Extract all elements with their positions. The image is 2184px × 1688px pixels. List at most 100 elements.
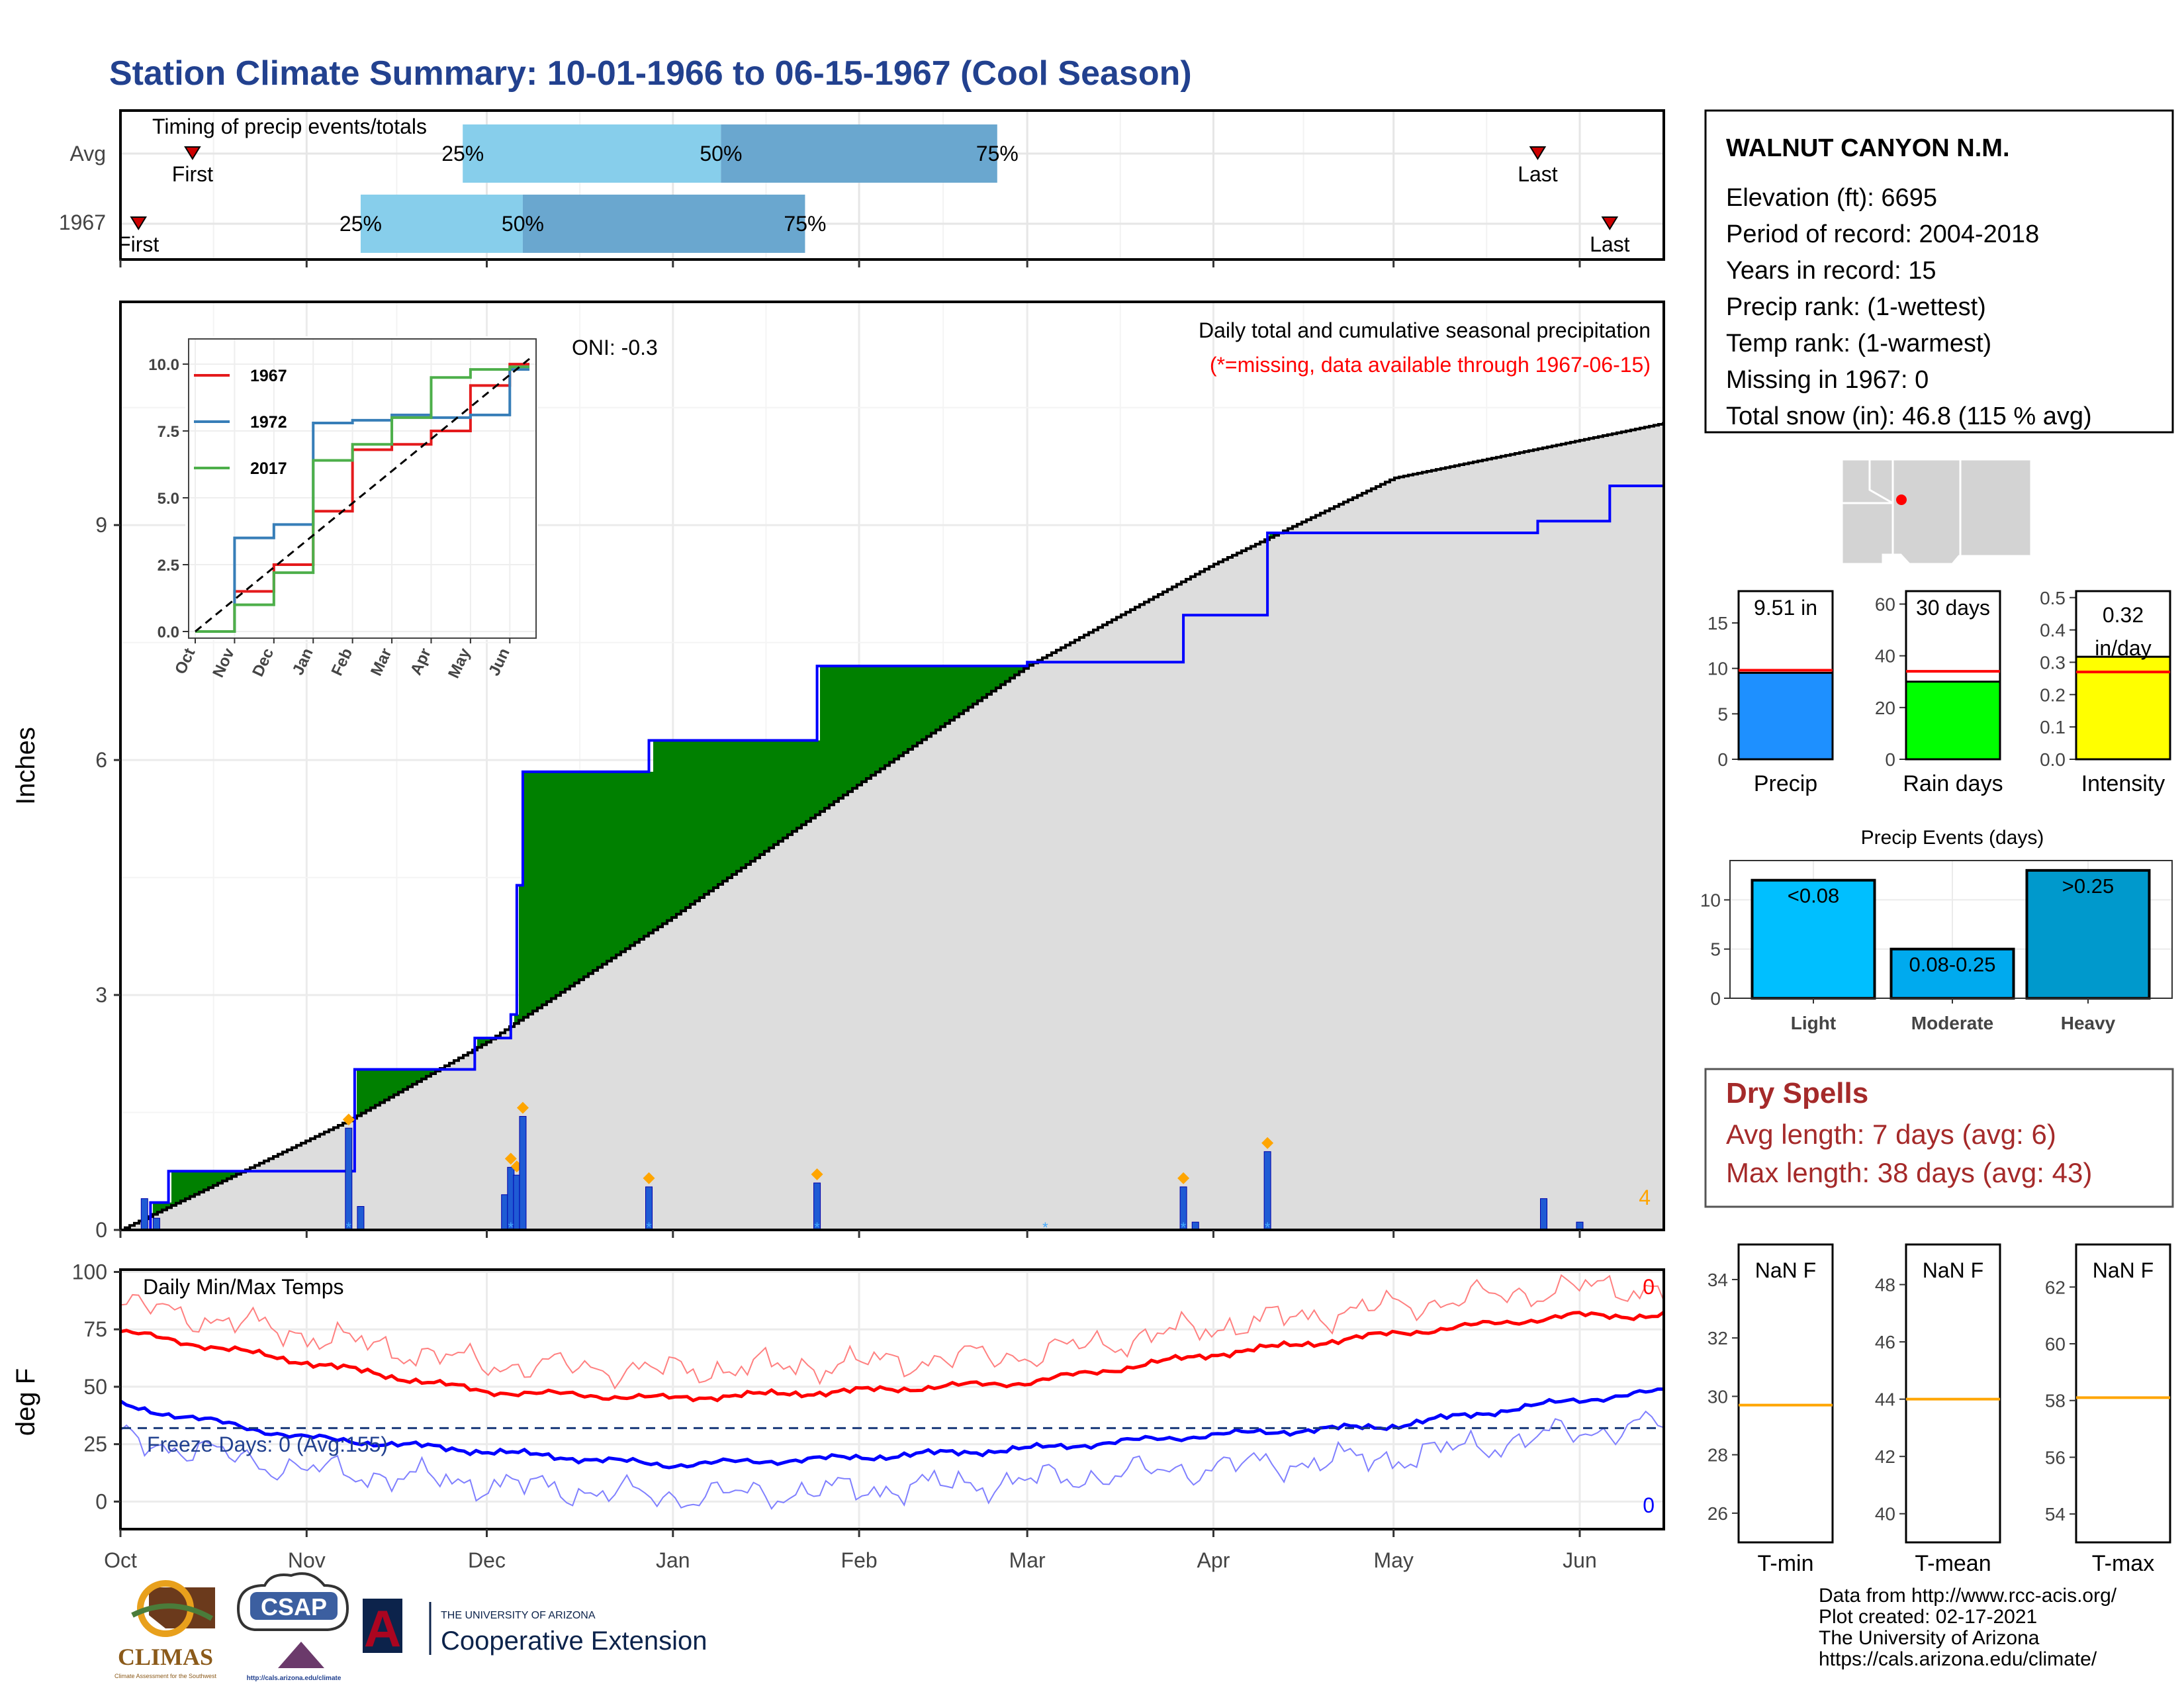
inset-y-tick-label: 7.5 [158,423,179,441]
daily-precip-bar [140,1198,148,1231]
temp-gridlines [119,1270,1662,1528]
temp-box-y-tick-label: 48 [1875,1275,1895,1295]
station-info-box: WALNUT CANYON N.M. Elevation (ft): 6695 P… [1704,109,2174,434]
month-label: Oct [104,1548,137,1572]
above-average-segment [755,740,760,858]
summary-bar-label: Rain days [1903,771,2003,796]
above-average-segment [695,740,700,902]
above-average-segment [426,1069,432,1076]
summary-value-label: in/day [2095,636,2151,660]
temp-box-value-label: NaN F [1755,1258,1816,1282]
summary-bars: 0 5 10 15 9.51 in Precip 0 20 40 60 30 days Rain da… [1707,588,2171,796]
station-location-dot [1896,494,1907,505]
above-average-segment [181,1171,186,1201]
above-average-segment [649,771,654,933]
daily-precip-bar [357,1206,365,1231]
daily-min-temp-line [120,1410,1664,1510]
precip-y-ticks: 0 3 6 9 [95,513,120,1242]
credit-line-2: Plot created: 02-17-2021 [1819,1606,2037,1628]
temp-panel: 0 25 50 75 100 Daily Min/Max Temps Freeze Da… [11,1260,1665,1530]
above-average-segment [361,1069,367,1113]
events-y-tick-label: 5 [1710,939,1721,960]
quartile-label-50: 50% [700,142,742,165]
inset-y-tick-label: 5.0 [158,490,179,508]
above-average-segment [357,1069,362,1116]
avg-min-temp-line [119,1387,1664,1470]
temp-y-tick-label: 0 [95,1489,107,1513]
above-average-segment [829,666,835,805]
temp-box-y-tick-label: 42 [1875,1446,1895,1467]
above-average-segment [968,666,974,708]
credit-line-4: https://cals.arizona.edu/climate/ [1819,1648,2097,1670]
temp-box-y-tick-label: 34 [1707,1270,1728,1290]
above-average-segment [218,1171,223,1184]
above-average-segment [690,740,696,905]
above-average-segment [982,666,987,698]
daily-max-temp-line [120,1274,1664,1390]
summary-bar-label: Intensity [2081,771,2165,796]
snow-marker [504,1152,517,1165]
month-label: Dec [468,1548,506,1572]
above-average-segment [639,771,645,939]
above-average-segment [394,1069,399,1095]
daily-precip-bar [345,1127,353,1231]
snow-marker [516,1102,529,1114]
temp-box-label: T-min [1758,1551,1814,1576]
last-event-label: Last [1590,232,1630,256]
trace-marker: * [508,1219,514,1236]
quartile-bar-upper [721,124,997,183]
temp-box-y-tick-label: 32 [1707,1328,1728,1348]
above-average-segment [848,666,853,792]
snow-marker [811,1168,823,1181]
temp-frame [119,1268,1665,1530]
above-average-segment [403,1069,408,1090]
month-label: Feb [841,1548,878,1572]
inset-background [185,336,537,639]
quartile-bar-lower [360,195,523,253]
oni-label: ONI: -0.3 [572,336,658,359]
station-info-line: Period of record: 2004-2018 [1726,220,2039,248]
above-average-segment [852,666,858,788]
above-average-segment [167,1202,172,1208]
above-average-segment [199,1171,205,1192]
above-average-segment [667,740,672,921]
above-average-segment [917,666,923,743]
above-average-segment [950,666,955,720]
daily-precip-bar [513,1174,521,1231]
above-average-segment [899,666,904,756]
daily-precip-bar [1263,1151,1271,1231]
above-average-segment [1010,666,1015,679]
above-average-segment [741,740,747,868]
above-average-segment [653,740,659,930]
above-average-segment [801,740,807,825]
summary-y-tick-label: 0 [1885,749,1895,770]
above-average-segment [709,740,714,891]
station-info-line: Elevation (ft): 6695 [1726,184,1937,212]
y-tick-label: 9 [95,513,107,537]
quartile-label-25: 25% [441,142,484,165]
temp-box-label: T-max [2092,1551,2154,1576]
above-average-segment [153,1202,158,1215]
precip-y-label: Inches [11,727,40,805]
temp-title: Daily Min/Max Temps [143,1275,343,1299]
map-states [1841,458,2032,565]
above-average-segment [751,740,756,861]
above-average-segment [931,666,936,733]
above-average-segment [158,1202,163,1213]
trace-marker: * [646,1219,652,1236]
page-title: Station Climate Summary: 10-01-1966 to 0… [109,54,1192,93]
ua-letter: A [364,1599,401,1658]
above-average-segment [547,771,552,1002]
above-average-segment [978,666,983,701]
quartile-label-50: 50% [502,212,544,236]
summary-y-tick-label: 0 [1717,749,1728,770]
dry-spells-box: Dry Spells Avg length: 7 days (avg: 6) M… [1704,1068,2174,1208]
above-average-segment [523,771,529,1017]
snow-marker [342,1113,355,1126]
above-average-segment [908,666,913,749]
above-average-segment [885,666,890,766]
above-average-segment [857,666,862,785]
month-label: May [1373,1548,1413,1572]
above-average-segment [486,1038,492,1043]
